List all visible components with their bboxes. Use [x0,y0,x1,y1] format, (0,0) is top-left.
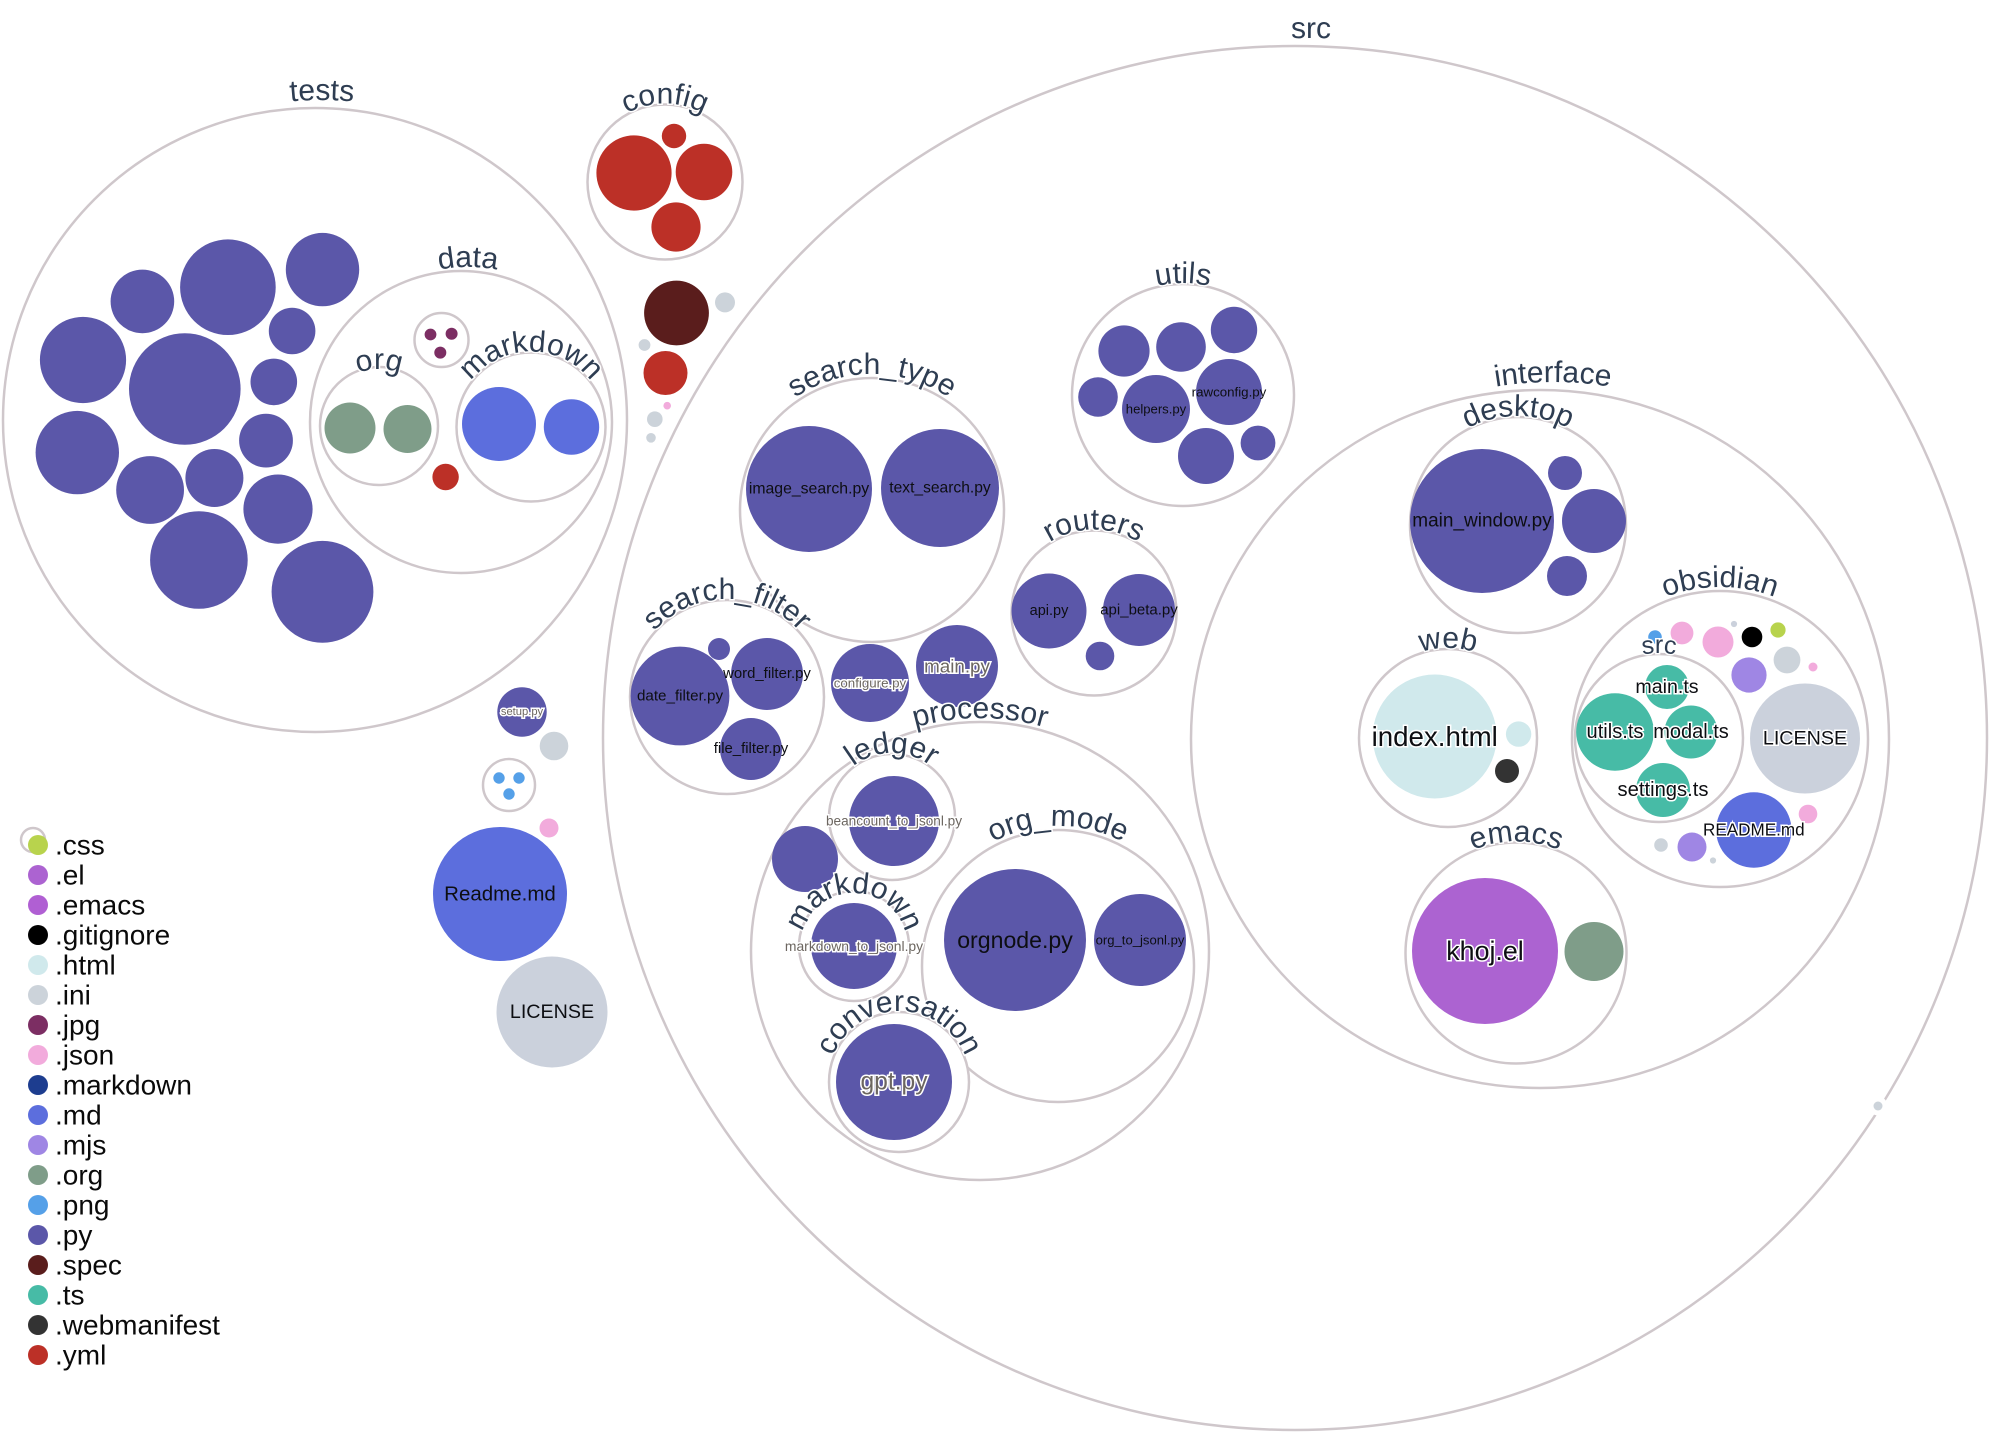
svg-text:processor: processor [909,692,1052,734]
svg-text:khoj.el: khoj.el [1446,936,1523,966]
svg-text:.py: .py [55,1220,92,1251]
svg-text:data: data [436,241,501,277]
svg-text:rawconfig.py: rawconfig.py [1192,385,1267,400]
svg-text:image_search.py: image_search.py [749,481,869,498]
svg-text:gpt.py: gpt.py [861,1069,929,1096]
svg-text:orgnode.py: orgnode.py [957,927,1073,953]
svg-text:.mjs: .mjs [55,1130,106,1161]
svg-text:helpers.py: helpers.py [1126,402,1187,417]
svg-text:.markdown: .markdown [55,1070,192,1101]
svg-text:file_filter.py: file_filter.py [714,741,789,757]
svg-text:interface: interface [1492,356,1614,394]
svg-text:setup.py: setup.py [501,706,544,718]
svg-text:word_filter.py: word_filter.py [722,666,811,682]
svg-text:LICENSE: LICENSE [510,1001,594,1023]
svg-text:main.ts: main.ts [1635,676,1698,698]
svg-text:web: web [1415,622,1481,659]
svg-text:modal.ts: modal.ts [1653,721,1729,743]
svg-text:README.md: README.md [1703,821,1805,840]
svg-text:utils: utils [1152,257,1214,293]
svg-text:.css: .css [55,830,105,861]
svg-text:configure.py: configure.py [834,676,907,691]
svg-text:LICENSE: LICENSE [1763,728,1847,750]
svg-text:.png: .png [55,1190,110,1221]
svg-text:.gitignore: .gitignore [55,920,170,951]
svg-text:org: org [352,343,407,379]
svg-text:src: src [1291,12,1332,45]
svg-text:main_window.py: main_window.py [1412,511,1552,532]
svg-text:text_search.py: text_search.py [889,480,991,497]
svg-text:.json: .json [55,1040,114,1071]
svg-text:.ts: .ts [55,1280,85,1311]
svg-text:.emacs: .emacs [55,890,145,921]
svg-text:.yml: .yml [55,1340,106,1371]
svg-text:.webmanifest: .webmanifest [55,1310,220,1341]
svg-text:.ini: .ini [55,980,91,1011]
svg-text:.el: .el [55,860,85,891]
svg-text:main.py: main.py [924,656,990,677]
svg-text:src: src [1640,631,1678,660]
svg-text:.jpg: .jpg [55,1010,100,1041]
svg-text:.md: .md [55,1100,102,1131]
svg-text:.spec: .spec [55,1250,122,1281]
svg-text:settings.ts: settings.ts [1618,779,1709,801]
svg-text:.org: .org [55,1160,103,1191]
svg-text:date_filter.py: date_filter.py [637,688,724,705]
svg-text:beancount_to_jsonl.py: beancount_to_jsonl.py [826,814,962,829]
svg-text:api_beta.py: api_beta.py [1100,602,1178,619]
svg-text:api.py: api.py [1030,603,1069,619]
svg-text:org_to_jsonl.py: org_to_jsonl.py [1096,933,1185,948]
svg-text:.html: .html [55,950,116,981]
svg-text:utils.ts: utils.ts [1587,721,1644,743]
svg-text:markdown_to_jsonl.py: markdown_to_jsonl.py [785,938,923,954]
svg-text:tests: tests [288,74,355,109]
svg-text:index.html: index.html [1372,721,1498,752]
svg-text:Readme.md: Readme.md [444,883,556,906]
